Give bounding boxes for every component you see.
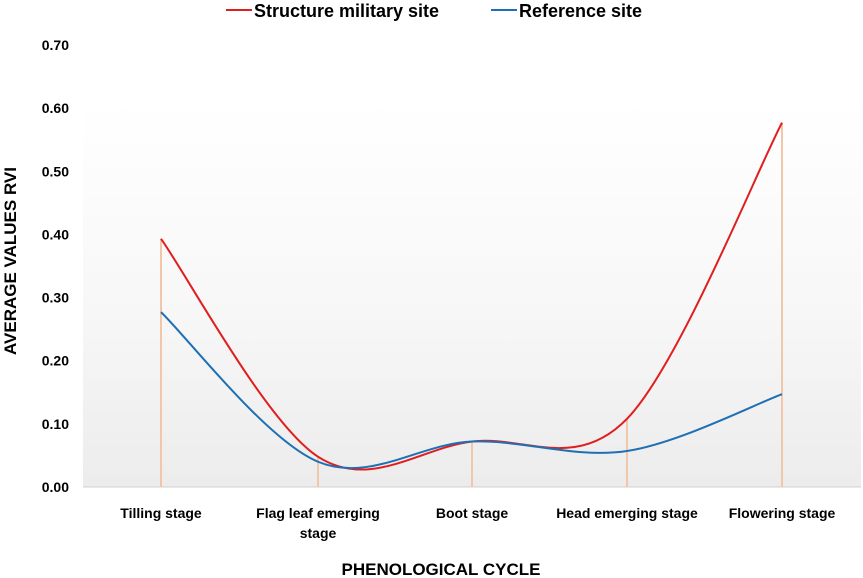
x-tick-label: Tilling stage — [120, 505, 202, 521]
x-tick-label: Flowering stage — [729, 505, 836, 521]
x-tick-label: Flag leaf emerging stage — [256, 505, 380, 541]
y-tick-label: 0.00 — [42, 479, 69, 495]
y-tick-label: 0.30 — [42, 290, 69, 306]
drop-lines — [160, 122, 783, 487]
y-tick-label: 0.40 — [42, 226, 69, 242]
y-tick-label: 0.20 — [42, 353, 69, 369]
y-tick-label: 0.10 — [42, 416, 69, 432]
y-tick-label: 0.70 — [42, 37, 69, 53]
x-tick-label: Head emerging stage — [556, 505, 698, 521]
y-axis-title: AVERAGE VALUES RVI — [1, 167, 20, 355]
y-tick-label: 0.60 — [42, 100, 69, 116]
series-lines — [160, 122, 783, 471]
plot-background — [83, 100, 861, 487]
x-axis-title: PHENOLOGICAL CYCLE — [342, 560, 541, 578]
legend-label-reference-site: Reference site — [519, 1, 642, 21]
x-tick-labels: Tilling stage Flag leaf emerging stage Boot… — [120, 505, 835, 541]
y-tick-label: 0.50 — [42, 163, 69, 179]
series-line-reference-site — [160, 311, 783, 470]
legend-label-structure-military-site: Structure military site — [254, 1, 439, 21]
x-tick-label: Boot stage — [436, 505, 509, 521]
legend: Structure military site Reference site — [226, 1, 642, 21]
y-tick-labels: 0.00 0.10 0.20 0.30 0.40 0.50 0.60 0.70 — [42, 37, 69, 495]
